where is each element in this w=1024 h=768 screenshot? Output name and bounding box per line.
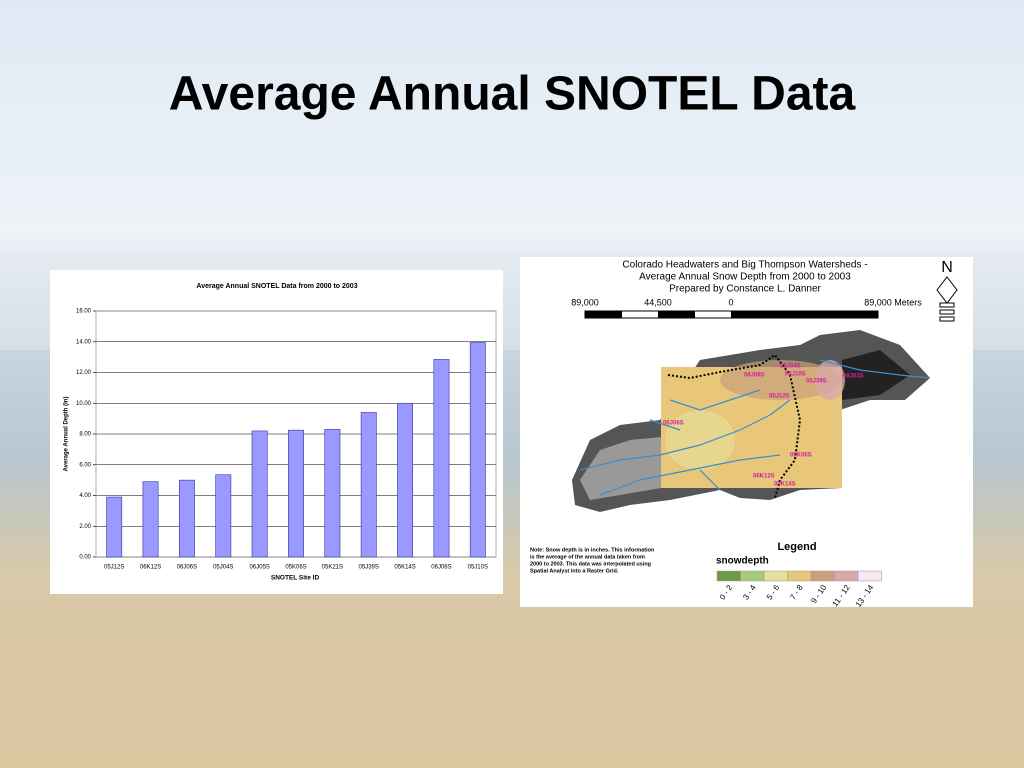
scale-label: 0	[728, 297, 733, 307]
snow-depth-zone	[720, 360, 840, 400]
bar	[251, 430, 268, 558]
chart-title: Average Annual SNOTEL Data from 2000 to …	[196, 283, 357, 290]
x-tick-label: 05K06S	[285, 565, 306, 571]
snow-depth-zone	[815, 360, 845, 400]
legend-subtitle: snowdepth	[716, 556, 769, 567]
y-tick-label: 8.00	[79, 432, 91, 438]
legend-swatch	[787, 570, 812, 582]
x-tick-label: 05K21S	[322, 565, 343, 571]
y-tick-label: 10.00	[76, 401, 92, 407]
x-tick-label: 06J08S	[431, 565, 451, 571]
slide-title: Average Annual SNOTEL Data	[169, 68, 856, 121]
map-title: Average Annual Snow Depth from 2000 to 2…	[639, 272, 851, 283]
north-arrow	[936, 276, 958, 322]
x-axis-title: SNOTEL Site ID	[271, 575, 320, 582]
bar	[288, 429, 304, 558]
snow-depth-zone	[665, 410, 735, 470]
map-note: Note: Snow depth is in inches. This info…	[530, 547, 655, 553]
y-tick-label: 12.00	[76, 370, 92, 376]
y-tick-label: 2.00	[79, 524, 91, 530]
legend-swatch	[740, 570, 765, 582]
x-tick-label: 06J05S	[249, 565, 269, 571]
site-label: 05J10S	[785, 372, 806, 378]
y-tick-label: 0.00	[79, 555, 91, 561]
map-note: Spatial Analyst into a Raster Grid.	[530, 568, 619, 574]
x-tick-label: 06K12S	[140, 565, 161, 571]
y-tick-label: 16.00	[76, 309, 92, 315]
legend-title: Legend	[777, 541, 816, 553]
scale-bar	[584, 310, 879, 319]
y-axis-title: Average Annual Depth (in)	[64, 397, 70, 472]
watershed-boundary	[667, 353, 802, 499]
map-note: 2000 to 2003. This data was interpolated…	[530, 561, 651, 567]
rivers	[579, 359, 931, 496]
scale-label: 44,500	[644, 297, 672, 307]
y-tick-label: 6.00	[79, 462, 91, 468]
bar	[142, 481, 159, 558]
bar	[433, 359, 450, 558]
bar	[178, 479, 195, 558]
site-label: 05K14S	[774, 482, 796, 488]
bar	[106, 496, 123, 558]
site-label: 06K12S	[753, 474, 775, 480]
scale-label: 89,000	[571, 297, 599, 307]
x-tick-label: 06J06S	[177, 565, 197, 571]
site-label: 05J04S	[780, 364, 801, 370]
bar	[469, 342, 486, 558]
y-tick-label: 4.00	[79, 493, 91, 499]
site-label: 06J03S	[843, 374, 864, 380]
map-note: is the average of the annual data taken …	[530, 554, 645, 560]
map-title: Colorado Headwaters and Big Thompson Wat…	[622, 260, 867, 271]
x-tick-label: 05J04S	[213, 565, 233, 571]
map-panel: Colorado Headwaters and Big Thompson Wat…	[520, 257, 973, 609]
bar	[215, 474, 232, 558]
north-arrow-label: N	[941, 259, 953, 276]
chart-panel: Average Annual SNOTEL Data from 2000 to …	[50, 270, 503, 594]
bar	[324, 429, 341, 558]
site-label: 05J39S	[806, 379, 827, 385]
legend-swatch	[810, 570, 835, 582]
legend-swatch	[834, 570, 859, 582]
site-label: 06J06S	[663, 421, 684, 427]
x-tick-label: 05J10S	[468, 565, 488, 571]
chart-background	[50, 270, 503, 594]
legend-swatch	[763, 570, 788, 582]
scale-label: 89,000 Meters	[864, 297, 922, 307]
map-title: Prepared by Constance L. Danner	[669, 284, 821, 295]
site-label: 05K06S	[790, 453, 812, 459]
y-tick-label: 14.00	[76, 339, 92, 345]
site-label: 05J12S	[769, 394, 790, 400]
bar	[360, 412, 377, 558]
x-tick-label: 05K14S	[394, 565, 415, 571]
x-tick-label: 05J39S	[359, 565, 379, 571]
x-tick-label: 05J12S	[104, 565, 124, 571]
bar	[397, 402, 414, 558]
legend-swatch	[716, 570, 741, 582]
legend-swatch	[857, 570, 882, 582]
site-label: 06J08S	[744, 373, 765, 379]
